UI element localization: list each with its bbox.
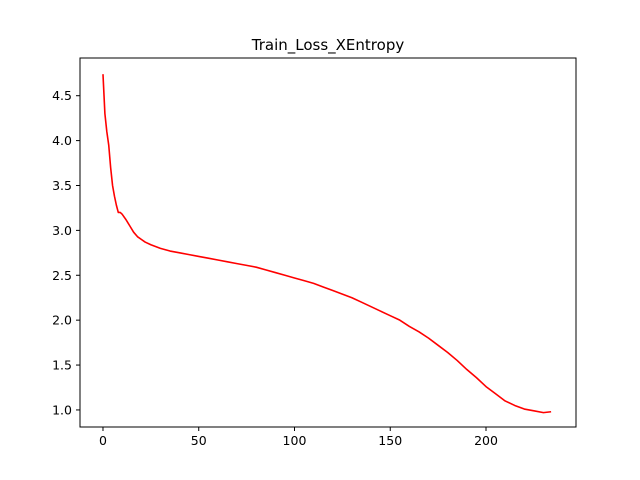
x-tick-label: 200 xyxy=(474,433,498,448)
y-tick-label: 4.0 xyxy=(52,133,72,148)
axes-frame xyxy=(79,57,577,428)
x-tick-label: 150 xyxy=(378,433,402,448)
x-axis: 0 50 100 150 200 xyxy=(99,427,498,448)
y-tick-label: 2.5 xyxy=(52,268,72,283)
x-tick-label: 100 xyxy=(283,433,307,448)
y-tick-label: 1.5 xyxy=(52,358,72,373)
y-tick-label: 3.5 xyxy=(52,178,72,193)
y-tick-label: 1.0 xyxy=(52,402,72,417)
x-tick-label: 50 xyxy=(191,433,207,448)
loss-series-line xyxy=(102,74,552,414)
chart-title: Train_Loss_XEntropy xyxy=(251,36,405,55)
x-tick-label: 0 xyxy=(99,433,107,448)
y-tick-label: 4.5 xyxy=(52,88,72,103)
plot-area xyxy=(102,74,552,414)
y-tick-label: 2.0 xyxy=(52,313,72,328)
y-tick-label: 3.0 xyxy=(52,223,72,238)
y-axis: 1.0 1.5 2.0 2.5 3.0 3.5 4.0 4.5 xyxy=(52,88,80,417)
